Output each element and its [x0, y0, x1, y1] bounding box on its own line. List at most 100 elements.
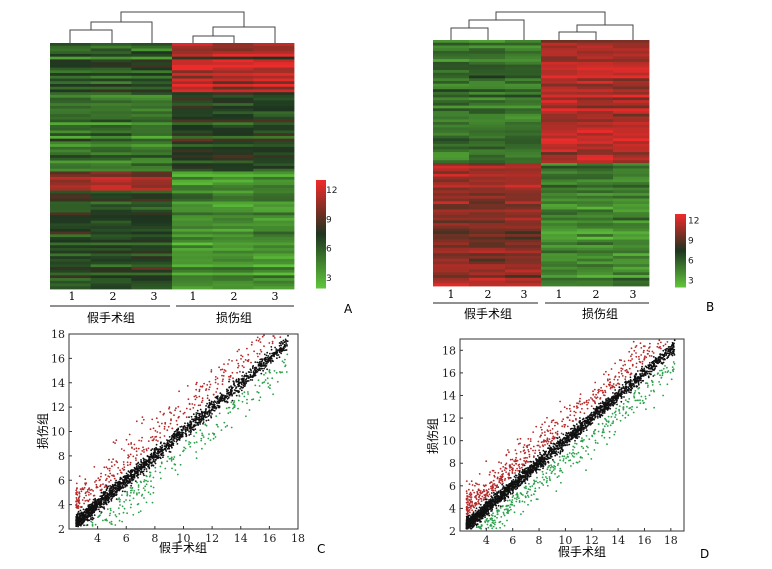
scatter-point — [534, 487, 537, 490]
heatmap-cell — [577, 242, 614, 246]
scatter-point — [110, 523, 112, 525]
scatter-point — [185, 433, 188, 436]
scatter-point — [262, 369, 264, 372]
scatter-point — [109, 485, 111, 487]
colorbar-step — [316, 270, 326, 273]
scatter-point — [93, 502, 96, 505]
scatter-point — [99, 506, 101, 509]
heatmap-cell — [505, 228, 542, 232]
heatmap-cell — [613, 173, 650, 178]
heatmap-cell — [577, 234, 614, 238]
column-label: 2 — [593, 288, 600, 301]
heatmap-cell — [50, 94, 92, 99]
colorbar-step — [316, 212, 326, 215]
heatmap-cell — [541, 100, 578, 104]
scatter-point — [658, 361, 661, 364]
heatmap-cell — [613, 83, 650, 87]
scatter-point — [579, 417, 581, 419]
heatmap-cell — [172, 67, 214, 71]
heatmap-cell — [212, 275, 254, 279]
scatter-point — [136, 474, 139, 477]
heatmap-cell — [131, 182, 173, 186]
scatter-point — [258, 338, 261, 340]
heatmap-cell — [212, 201, 254, 205]
heatmap-cell — [172, 59, 214, 63]
column-label: 3 — [630, 288, 637, 301]
scatter-point — [268, 369, 271, 372]
heatmap-cell — [577, 143, 614, 147]
dendrogram-branch — [90, 21, 153, 43]
scatter-point — [122, 463, 125, 466]
scatter-point — [511, 472, 514, 474]
scatter-point — [256, 391, 259, 393]
heatmap-cell — [172, 212, 214, 216]
scatter-point — [607, 415, 610, 418]
scatter-point — [178, 433, 181, 436]
heatmap-cell — [172, 234, 214, 238]
heatmap-cell — [469, 280, 506, 284]
heatmap-cell — [541, 206, 578, 210]
scatter-point — [494, 471, 497, 474]
heatmap-cell — [172, 207, 214, 211]
heatmap-cell — [172, 138, 214, 142]
scatter-point — [83, 524, 85, 527]
heatmap-cell — [90, 237, 132, 241]
heatmap-cell — [541, 102, 578, 106]
heatmap-cell — [90, 89, 132, 93]
scatter-point — [240, 354, 243, 357]
scatter-point — [205, 424, 208, 427]
scatter-point — [166, 460, 169, 463]
scatter-point — [247, 377, 250, 380]
colorbar-step — [675, 284, 686, 287]
heatmap-cell — [469, 179, 506, 183]
scatter-point — [173, 463, 176, 466]
heatmap-cell — [172, 81, 214, 85]
heatmap-cell — [613, 89, 650, 93]
scatter-point — [562, 433, 565, 436]
heatmap-cell — [433, 214, 470, 219]
scatter-point — [137, 484, 140, 487]
heatmap-cell — [433, 242, 470, 246]
scatter-point — [84, 492, 87, 495]
dendrogram-branch — [450, 27, 489, 40]
scatter-point — [223, 398, 226, 401]
heatmap-cell — [469, 250, 506, 254]
scatter-point — [130, 484, 133, 487]
scatter-point — [150, 485, 153, 488]
scatter-point — [650, 379, 653, 382]
colorbar-step — [316, 266, 326, 269]
heatmap-cell — [253, 253, 295, 257]
scatter-point — [269, 384, 271, 387]
heatmap-cell — [90, 185, 132, 189]
scatter-point — [236, 380, 239, 383]
heatmap-cell — [50, 64, 92, 68]
scatter-point — [143, 448, 145, 451]
scatter-point — [139, 473, 142, 475]
heatmap-cell — [505, 154, 542, 158]
scatter-point — [243, 391, 246, 394]
scatter-point — [467, 506, 470, 509]
scatter-point — [672, 361, 675, 363]
heatmap-cell — [172, 75, 214, 79]
scatter-point — [112, 484, 114, 487]
heatmap-cell — [172, 133, 214, 137]
scatter-point — [97, 516, 99, 518]
scatter-point — [200, 439, 203, 442]
colorbar-step — [675, 255, 686, 258]
scatter-point — [268, 342, 271, 344]
scatter-point — [124, 485, 127, 488]
scatter-point — [80, 506, 83, 508]
scatter-point — [212, 393, 215, 396]
scatter-point — [491, 517, 493, 520]
heatmap-cell — [433, 135, 470, 139]
heatmap-cell — [613, 143, 650, 147]
heatmap-cell — [541, 48, 578, 52]
scatter-point — [146, 459, 149, 462]
heatmap-cell — [172, 209, 214, 213]
scatter-point — [261, 358, 264, 360]
scatter-point — [93, 514, 96, 516]
scatter-point — [103, 466, 106, 469]
heatmap-cell — [433, 209, 470, 213]
scatter-point — [121, 520, 123, 523]
heatmap-cell — [433, 111, 470, 115]
